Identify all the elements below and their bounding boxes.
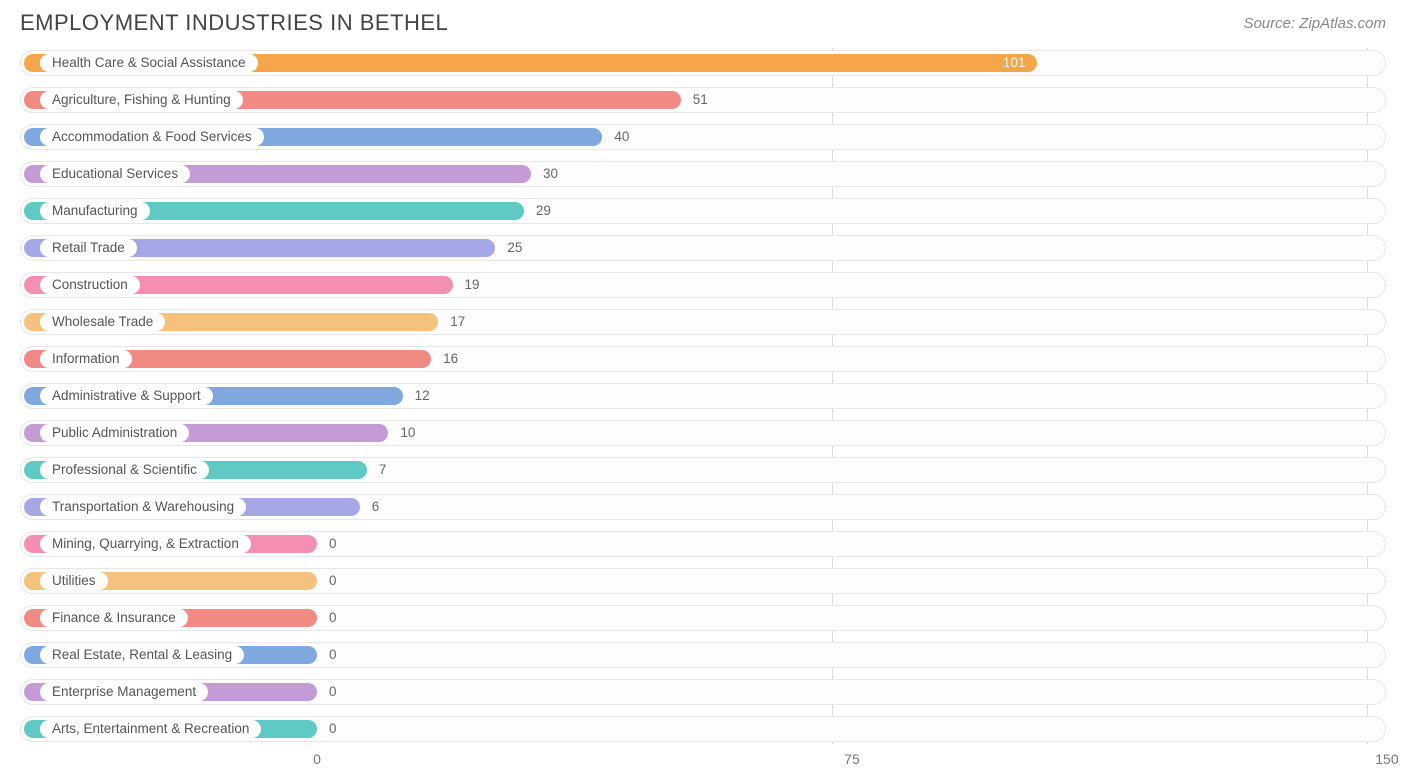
bar-row: Wholesale Trade 17 <box>20 307 1386 337</box>
x-axis-label: 75 <box>844 751 860 767</box>
bar-value: 0 <box>323 535 343 553</box>
chart-source: Source: ZipAtlas.com <box>1243 15 1386 32</box>
bar-value: 10 <box>394 424 421 442</box>
bar-value: 0 <box>323 683 343 701</box>
bar-label: Public Administration <box>40 424 189 442</box>
bar-value: 17 <box>444 313 471 331</box>
bar-row: Utilities 0 <box>20 566 1386 596</box>
x-axis: 075150 <box>20 751 1386 781</box>
bar-row: Agriculture, Fishing & Hunting 51 <box>20 85 1386 115</box>
bar-label: Mining, Quarrying, & Extraction <box>40 535 251 553</box>
bar-value: 51 <box>687 91 714 109</box>
bar-value: 19 <box>459 276 486 294</box>
bar-label: Construction <box>40 276 140 294</box>
bar-row: Finance & Insurance 0 <box>20 603 1386 633</box>
chart-title: EMPLOYMENT INDUSTRIES IN BETHEL <box>20 10 448 36</box>
bar-label: Wholesale Trade <box>40 313 165 331</box>
bar-row: Accommodation & Food Services 40 <box>20 122 1386 152</box>
bar-label: Retail Trade <box>40 239 137 257</box>
bar-label: Accommodation & Food Services <box>40 128 264 146</box>
bar-value: 0 <box>323 609 343 627</box>
bar-label: Educational Services <box>40 165 190 183</box>
bar-value: 29 <box>530 202 557 220</box>
bar-row: Real Estate, Rental & Leasing 0 <box>20 640 1386 670</box>
bar-row: Educational Services 30 <box>20 159 1386 189</box>
chart-area: Health Care & Social Assistance 101 Agricu… <box>0 42 1406 781</box>
bar-row: Administrative & Support 12 <box>20 381 1386 411</box>
bar-row: Mining, Quarrying, & Extraction 0 <box>20 529 1386 559</box>
bar-value: 12 <box>409 387 436 405</box>
bar-value: 30 <box>537 165 564 183</box>
bar-value: 40 <box>608 128 635 146</box>
x-axis-label: 0 <box>313 751 321 767</box>
bar-label: Information <box>40 350 132 368</box>
bar-label: Finance & Insurance <box>40 609 188 627</box>
bar-label: Real Estate, Rental & Leasing <box>40 646 244 664</box>
bar-label: Professional & Scientific <box>40 461 209 479</box>
bar-row: Information 16 <box>20 344 1386 374</box>
bar-label: Health Care & Social Assistance <box>40 54 258 72</box>
bar-row: Transportation & Warehousing 6 <box>20 492 1386 522</box>
bar-row: Health Care & Social Assistance 101 <box>20 48 1386 78</box>
bar-label: Transportation & Warehousing <box>40 498 246 516</box>
bar-label: Utilities <box>40 572 108 590</box>
bar-value: 6 <box>366 498 386 516</box>
bar-row: Enterprise Management 0 <box>20 677 1386 707</box>
bar-row: Professional & Scientific 7 <box>20 455 1386 485</box>
bar-value: 0 <box>323 720 343 738</box>
bar-row: Manufacturing 29 <box>20 196 1386 226</box>
bar-label: Enterprise Management <box>40 683 208 701</box>
bar-value: 0 <box>323 572 343 590</box>
x-axis-label: 150 <box>1375 751 1398 767</box>
bar-label: Arts, Entertainment & Recreation <box>40 720 261 738</box>
bar-label: Administrative & Support <box>40 387 213 405</box>
bars-container: Health Care & Social Assistance 101 Agricu… <box>20 48 1386 744</box>
bar-value: 25 <box>501 239 528 257</box>
bar-label: Manufacturing <box>40 202 150 220</box>
bar-row: Arts, Entertainment & Recreation 0 <box>20 714 1386 744</box>
bar-label: Agriculture, Fishing & Hunting <box>40 91 243 109</box>
bar-value: 0 <box>323 646 343 664</box>
bar-value: 7 <box>373 461 393 479</box>
bar-row: Construction 19 <box>20 270 1386 300</box>
bar-row: Public Administration 10 <box>20 418 1386 448</box>
bar-value: 16 <box>437 350 464 368</box>
bar-value: 101 <box>997 54 1032 72</box>
bar-row: Retail Trade 25 <box>20 233 1386 263</box>
chart-header: EMPLOYMENT INDUSTRIES IN BETHEL Source: … <box>0 0 1406 42</box>
